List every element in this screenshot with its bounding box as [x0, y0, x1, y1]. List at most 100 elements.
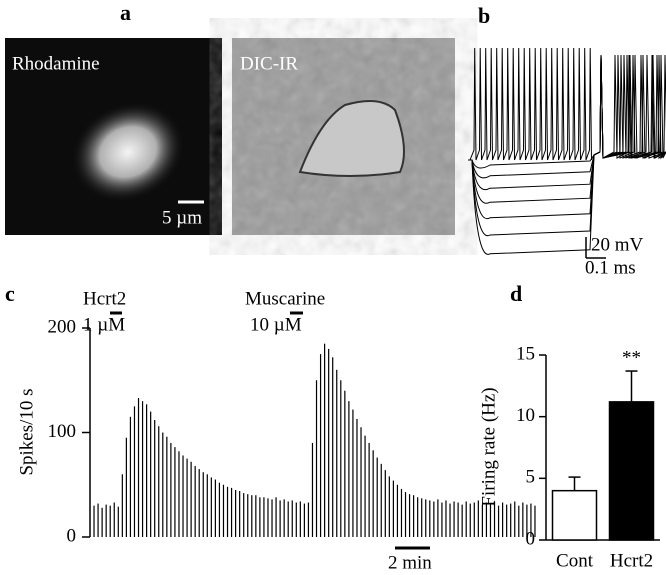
bar	[510, 503, 512, 537]
scale-label: 20 mV	[591, 234, 644, 255]
bar	[506, 504, 508, 537]
bar	[150, 411, 152, 537]
bar	[380, 463, 382, 537]
bar	[449, 503, 451, 537]
bar	[445, 500, 447, 537]
bar	[146, 404, 148, 537]
bar	[376, 457, 378, 537]
bar	[117, 506, 119, 537]
bar	[485, 502, 488, 537]
bar	[400, 488, 403, 537]
bar	[421, 498, 423, 537]
bar	[170, 442, 172, 537]
bar	[372, 450, 374, 537]
bar	[93, 505, 95, 537]
bar	[202, 472, 204, 537]
bar	[315, 380, 318, 537]
bar	[243, 493, 245, 537]
bar	[461, 504, 463, 537]
bar	[239, 491, 241, 537]
bar	[226, 486, 229, 537]
cell-outline	[298, 100, 405, 177]
bar	[465, 501, 467, 537]
bar	[263, 497, 265, 537]
annotation: 10 µM	[250, 314, 302, 335]
bar	[137, 398, 140, 537]
image-label: Rhodamine	[12, 53, 100, 74]
bar	[413, 495, 415, 537]
bar	[218, 482, 221, 537]
bar	[502, 502, 504, 537]
bar	[429, 500, 431, 537]
bar	[514, 501, 516, 537]
bar	[178, 451, 180, 537]
annotation: **	[622, 347, 641, 368]
bar	[182, 455, 184, 537]
scale-label: 5 µm	[162, 207, 202, 228]
bar	[441, 502, 443, 537]
bar	[190, 461, 192, 537]
bar	[230, 487, 233, 537]
bar	[384, 470, 386, 537]
bar	[392, 480, 394, 537]
bar	[526, 504, 528, 537]
x-tick-label: Hcrt2	[610, 550, 653, 571]
y-axis-label: Spikes/10 s	[16, 388, 37, 475]
trace	[468, 54, 666, 220]
bar	[489, 503, 492, 537]
bar	[453, 501, 455, 537]
y-tick-label: 0	[67, 525, 77, 546]
bar	[348, 401, 350, 537]
bar	[222, 484, 225, 537]
y-axis-label: Firing rate (Hz)	[478, 387, 499, 506]
bar	[271, 499, 273, 537]
bar	[497, 505, 500, 537]
annotation: Hcrt2	[83, 288, 126, 309]
bar	[408, 494, 411, 537]
bar	[457, 502, 459, 537]
bar	[319, 354, 322, 537]
bar	[186, 458, 188, 537]
bar	[194, 465, 196, 537]
bar	[154, 419, 156, 537]
y-tick-label: 0	[526, 528, 536, 549]
bar	[214, 479, 216, 537]
bar	[396, 484, 399, 537]
x-tick-label: Cont	[556, 550, 594, 571]
bar	[477, 500, 479, 537]
bar	[530, 503, 532, 537]
bar	[324, 343, 326, 537]
bar	[133, 406, 136, 537]
trace	[469, 47, 592, 161]
annotation: Muscarine	[245, 288, 325, 309]
bar	[417, 497, 419, 537]
bar	[352, 409, 354, 537]
bar	[303, 503, 305, 537]
bar	[340, 380, 342, 537]
bar	[206, 474, 208, 537]
bar	[283, 499, 285, 537]
bar	[364, 435, 366, 537]
bar	[299, 501, 301, 537]
bar	[388, 476, 390, 537]
bar	[328, 348, 330, 537]
bar	[307, 502, 310, 537]
panel-label: d	[510, 281, 522, 306]
voltage-traces	[468, 47, 666, 255]
bar	[608, 401, 655, 541]
trace	[468, 54, 666, 255]
bar	[356, 418, 358, 537]
bar	[469, 503, 471, 537]
bar	[311, 442, 314, 537]
bar	[275, 497, 277, 537]
bar	[121, 474, 123, 537]
bar	[166, 436, 168, 537]
bar	[174, 447, 176, 537]
bar	[360, 427, 362, 537]
bar	[101, 507, 103, 537]
bar	[493, 501, 496, 537]
bar	[287, 501, 289, 537]
panel-label: b	[478, 3, 490, 28]
bar	[404, 492, 407, 537]
